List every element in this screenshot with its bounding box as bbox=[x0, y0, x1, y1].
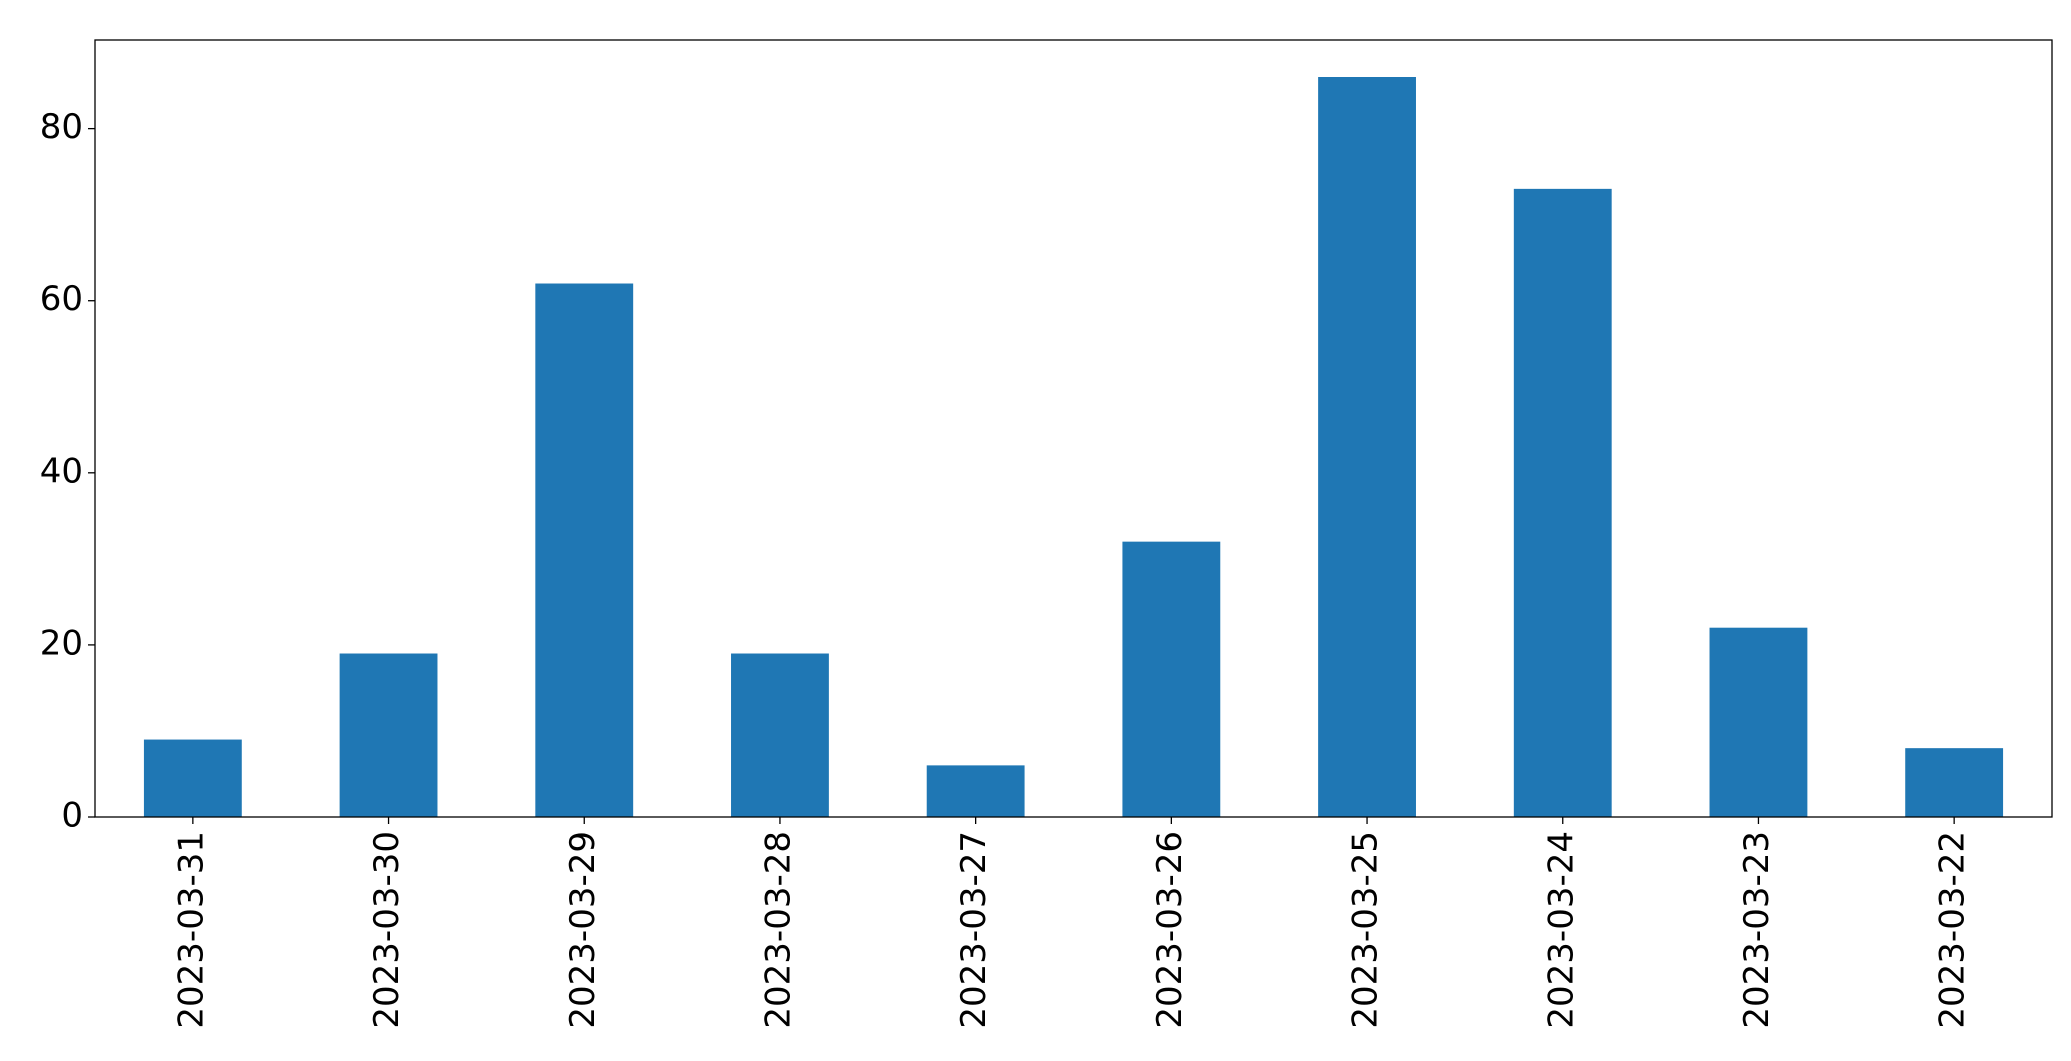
x-tick-label: 2023-03-26 bbox=[1150, 831, 1190, 1029]
y-tick-label: 0 bbox=[61, 796, 83, 836]
y-tick-label: 60 bbox=[40, 279, 83, 319]
x-tick-label: 2023-03-30 bbox=[367, 831, 407, 1029]
bar bbox=[535, 283, 634, 818]
bar bbox=[731, 653, 829, 817]
x-tick-label: 2023-03-29 bbox=[563, 831, 603, 1029]
x-tick-label: 2023-03-28 bbox=[758, 831, 798, 1029]
plot-frame bbox=[94, 39, 2053, 818]
x-tick-label: 2023-03-24 bbox=[1541, 831, 1581, 1029]
bar bbox=[143, 739, 242, 817]
bar bbox=[339, 653, 438, 817]
x-tick-label: 2023-03-22 bbox=[1933, 831, 1973, 1029]
x-tick-label: 2023-03-31 bbox=[171, 831, 211, 1029]
bar bbox=[1709, 627, 1808, 817]
y-tick-label: 20 bbox=[40, 623, 83, 663]
y-tick-label: 80 bbox=[40, 107, 83, 147]
x-tick-label: 2023-03-27 bbox=[954, 831, 994, 1029]
x-tick-label: 2023-03-25 bbox=[1346, 831, 1386, 1029]
bar bbox=[1905, 748, 2004, 817]
x-tick-label: 2023-03-23 bbox=[1737, 831, 1777, 1029]
bar bbox=[1513, 188, 1612, 817]
y-tick-label: 40 bbox=[40, 451, 83, 491]
bar bbox=[926, 765, 1025, 817]
bar bbox=[1318, 77, 1416, 817]
bar bbox=[1122, 541, 1221, 817]
